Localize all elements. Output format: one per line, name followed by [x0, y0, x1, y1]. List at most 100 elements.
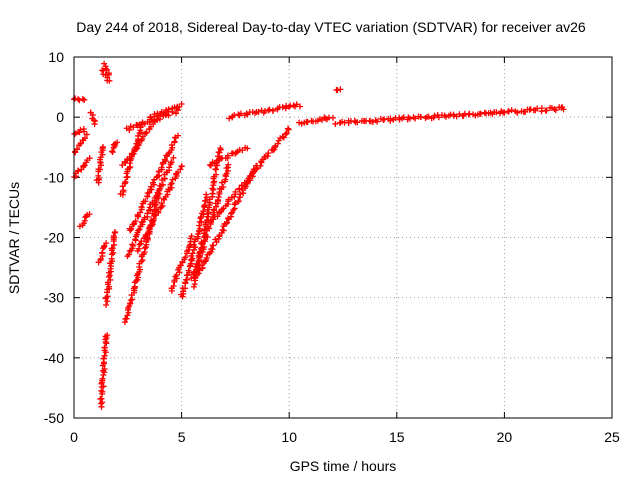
data-point: [225, 161, 232, 168]
data-point: [109, 148, 116, 155]
data-point: [77, 126, 84, 133]
data-point: [286, 103, 293, 110]
data-point: [81, 96, 88, 103]
data-point: [284, 125, 291, 132]
data-point: [190, 241, 197, 248]
data-point: [274, 140, 281, 147]
data-point: [106, 272, 113, 279]
y-tick-label: -20: [44, 230, 64, 246]
y-tick-label: 10: [48, 49, 64, 65]
data-point: [104, 332, 111, 339]
data-point: [178, 163, 185, 170]
data-point: [101, 352, 108, 359]
data-point: [422, 115, 429, 122]
data-point: [75, 167, 82, 174]
data-point: [527, 106, 534, 113]
data-point: [170, 283, 177, 290]
tick-layer: 0 5 10 15 20 25 -50 -40 -30 -20 -10 0 10: [44, 49, 620, 445]
data-point: [253, 166, 260, 173]
data-point: [131, 145, 138, 152]
data-point: [230, 206, 237, 213]
data-point: [101, 365, 108, 372]
data-point: [477, 110, 484, 117]
data-point: [76, 223, 83, 230]
y-tick-label: -30: [44, 290, 64, 306]
data-point: [130, 150, 137, 157]
data-point: [96, 166, 103, 173]
data-point: [130, 124, 137, 131]
data-point: [224, 152, 231, 159]
data-point: [202, 197, 209, 204]
data-point: [228, 210, 235, 217]
data-point: [493, 109, 500, 116]
data-point: [203, 191, 210, 198]
data-point: [149, 179, 156, 186]
data-point: [79, 95, 86, 102]
data-point: [135, 227, 142, 234]
data-point: [126, 300, 133, 307]
data-point: [147, 114, 154, 121]
data-point: [207, 162, 214, 169]
data-point: [124, 173, 131, 180]
y-tick-label: -10: [44, 169, 64, 185]
data-point: [200, 208, 207, 215]
data-point: [99, 375, 106, 382]
data-point: [110, 232, 117, 239]
data-point: [177, 262, 184, 269]
data-point: [72, 95, 79, 102]
data-point: [505, 108, 512, 115]
data-point: [232, 200, 239, 207]
data-point: [270, 107, 277, 114]
data-point: [203, 255, 210, 262]
data-point: [543, 107, 550, 114]
data-point: [235, 197, 242, 204]
data-point: [296, 103, 303, 110]
x-tick-label: 5: [178, 429, 186, 445]
data-point: [225, 196, 232, 203]
data-point: [431, 112, 438, 119]
data-point: [83, 131, 90, 138]
data-point: [123, 315, 130, 322]
data-point: [236, 194, 243, 201]
data-point: [125, 251, 132, 258]
data-point: [205, 216, 212, 223]
data-point: [173, 110, 180, 117]
data-point: [114, 139, 121, 146]
data-point: [80, 126, 87, 133]
data-point: [204, 213, 211, 220]
data-point: [74, 146, 81, 153]
data-point: [257, 162, 264, 169]
data-point: [208, 246, 215, 253]
data-point: [214, 196, 221, 203]
data-point: [210, 216, 217, 223]
data-point: [293, 101, 300, 108]
data-point: [156, 185, 163, 192]
data-point: [132, 236, 139, 243]
y-tick-label: -40: [44, 350, 64, 366]
data-point: [246, 173, 253, 180]
data-points: [70, 60, 567, 410]
data-point: [77, 140, 84, 147]
x-tick-label: 25: [604, 429, 620, 445]
data-point: [212, 166, 219, 173]
data-point: [262, 108, 269, 115]
data-point: [158, 200, 165, 207]
data-point: [337, 86, 344, 93]
data-point: [220, 184, 227, 191]
data-point: [122, 178, 129, 185]
data-point: [136, 226, 143, 233]
data-point: [280, 134, 287, 141]
data-point: [231, 201, 238, 208]
data-point: [86, 155, 93, 162]
data-point: [106, 77, 113, 84]
data-point: [171, 139, 178, 146]
plot-frame: [73, 56, 613, 419]
chart-title: Day 244 of 2018, Sidereal Day-to-day VTE…: [76, 19, 586, 35]
data-point: [243, 110, 250, 117]
data-point: [143, 129, 150, 136]
data-point: [226, 115, 233, 122]
data-point: [190, 283, 197, 290]
data-point: [128, 225, 135, 232]
x-tick-label: 0: [70, 429, 78, 445]
data-point: [270, 147, 277, 154]
